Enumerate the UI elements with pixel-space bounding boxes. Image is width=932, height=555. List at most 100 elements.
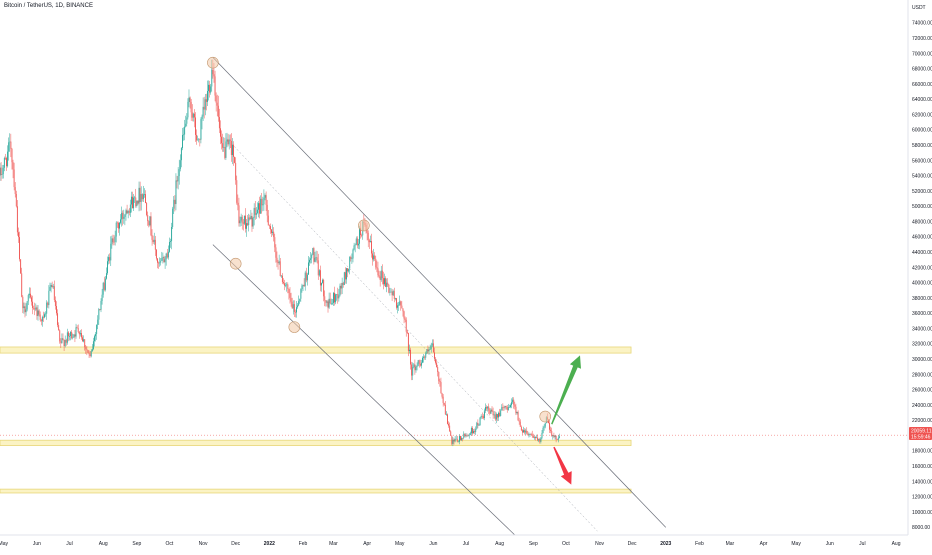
candle-up xyxy=(399,301,400,304)
candle-down xyxy=(243,223,244,224)
candle-up xyxy=(508,407,509,410)
candle-down xyxy=(114,242,115,243)
time-tick-label: Sep xyxy=(132,541,141,547)
time-tick-label: Dec xyxy=(628,541,637,547)
candle-up xyxy=(184,127,185,135)
candle-down xyxy=(15,187,16,194)
candle-down xyxy=(199,139,200,140)
candle-up xyxy=(370,241,371,242)
candle-up xyxy=(136,201,137,206)
candle-down xyxy=(291,298,292,302)
candle-up xyxy=(311,255,312,258)
price-axis[interactable]: USDT 8000.0010000.0012000.0014000.001600… xyxy=(912,5,932,531)
candle-up xyxy=(96,325,97,334)
candle-down xyxy=(242,217,243,223)
candle-down xyxy=(277,258,278,263)
candle-down xyxy=(467,435,468,436)
candle-up xyxy=(315,258,316,262)
candle-down xyxy=(433,343,434,352)
candle-up xyxy=(534,437,535,438)
time-tick-label: Oct xyxy=(166,541,174,547)
candle-down xyxy=(273,232,274,237)
candle-down xyxy=(495,414,496,419)
candle-down xyxy=(55,300,56,306)
candle-up xyxy=(272,232,273,233)
candle-down xyxy=(153,240,154,242)
candle-down xyxy=(238,205,239,223)
symbol-title[interactable]: Bitcoin / TetherUS, 1D, BINANCE xyxy=(4,3,93,9)
candle-down xyxy=(255,208,256,215)
candle-up xyxy=(3,168,4,174)
candle-up xyxy=(490,410,491,414)
candle-down xyxy=(411,364,412,375)
candle-up xyxy=(338,295,339,298)
candle-up xyxy=(45,314,46,315)
candle-down xyxy=(442,393,443,396)
candle-down xyxy=(290,293,291,298)
candle-up xyxy=(398,305,399,306)
candle-down xyxy=(86,349,87,350)
candle-down xyxy=(41,320,42,321)
candle-down xyxy=(520,422,521,427)
candle-down xyxy=(231,141,232,155)
candle-down xyxy=(39,311,40,315)
candle-down xyxy=(209,85,210,93)
price-tick-label: 64000.00 xyxy=(912,97,932,103)
candle-up xyxy=(487,406,488,408)
candle-up xyxy=(187,102,188,117)
candle-down xyxy=(81,333,82,337)
candle-down xyxy=(287,284,288,289)
price-tick-label: 66000.00 xyxy=(912,82,932,88)
price-tick-label: 34000.00 xyxy=(912,326,932,332)
candle-down xyxy=(16,194,17,206)
candle-up xyxy=(298,301,299,305)
candle-up xyxy=(143,194,144,199)
candle-up xyxy=(353,250,354,259)
candle-down xyxy=(269,225,270,226)
candle-down xyxy=(497,414,498,417)
candle-up xyxy=(413,364,414,367)
candle-down xyxy=(320,270,321,285)
time-tick-label: Jul xyxy=(859,541,865,547)
candle-up xyxy=(189,98,190,102)
candle-up xyxy=(44,314,45,317)
candle-up xyxy=(207,91,208,102)
candle-up xyxy=(485,407,486,411)
candle-up xyxy=(501,407,502,410)
candle-down xyxy=(474,431,475,432)
candle-down xyxy=(368,233,369,240)
candle-down xyxy=(214,74,215,76)
candle-down xyxy=(66,340,67,343)
candle-down xyxy=(249,217,250,219)
candle-up xyxy=(149,216,150,225)
candle-down xyxy=(515,407,516,413)
candle-up xyxy=(128,211,129,214)
time-tick-label: Jun xyxy=(826,541,834,547)
candle-down xyxy=(156,250,157,259)
candle-down xyxy=(158,263,159,264)
price-tick-label: 26000.00 xyxy=(912,388,932,394)
candle-down xyxy=(483,416,484,418)
candle-down xyxy=(357,239,358,246)
price-tick-label: 60000.00 xyxy=(912,128,932,134)
time-tick-label: Apr xyxy=(760,541,768,547)
candle-down xyxy=(492,410,493,412)
candle-down xyxy=(90,354,91,356)
candle-down xyxy=(526,431,527,434)
candle-down xyxy=(13,162,14,169)
candle-up xyxy=(38,311,39,316)
candle-up xyxy=(123,217,124,219)
candle-down xyxy=(499,413,500,416)
candle-down xyxy=(318,260,319,275)
candle-down xyxy=(14,170,15,188)
candle-up xyxy=(173,200,174,209)
candle-up xyxy=(134,198,135,199)
candle-up xyxy=(509,407,510,408)
time-tick-label: Jun xyxy=(33,541,41,547)
candle-up xyxy=(258,203,259,210)
candle-up xyxy=(307,275,308,281)
candle-up xyxy=(95,334,96,336)
candle-down xyxy=(325,300,326,302)
